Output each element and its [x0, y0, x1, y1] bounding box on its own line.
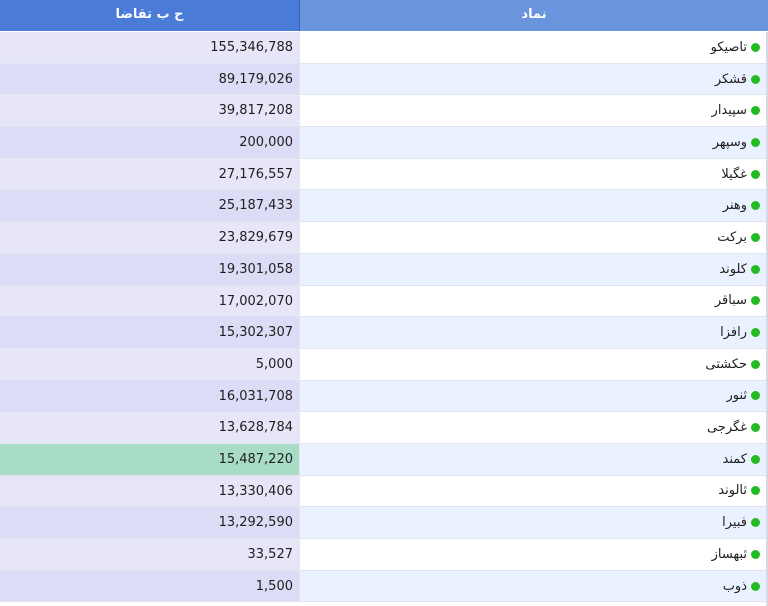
- green-dot-icon: [751, 137, 760, 147]
- symbol-cell[interactable]: تاصیکو: [300, 32, 768, 63]
- symbol-label: کمند: [722, 451, 747, 467]
- symbol-label: حکشتی: [705, 356, 747, 372]
- symbol-label: وهنر: [722, 198, 747, 214]
- symbol-label: برکت: [717, 229, 747, 245]
- table-row[interactable]: 13,628,784 غگرجی: [0, 412, 768, 444]
- demand-cell: 17,002,070: [0, 285, 300, 317]
- symbol-cell[interactable]: فبیرا: [300, 507, 768, 538]
- green-dot-icon: [751, 581, 760, 591]
- symbol-label: سپیدار: [711, 103, 747, 119]
- column-header-symbol[interactable]: نماد: [300, 0, 768, 31]
- green-dot-icon: [751, 42, 760, 52]
- symbol-cell[interactable]: کمند: [300, 443, 768, 475]
- table-row[interactable]: 155,346,788 تاصیکو: [0, 32, 768, 64]
- table-body: 155,346,788 تاصیکو 89,179,026 قشکر 39,817,20…: [0, 32, 768, 603]
- table-header: ح ب تقاضا نماد: [0, 0, 768, 32]
- demand-cell: 27,176,557: [0, 158, 300, 190]
- symbol-label: غگیلا: [721, 166, 747, 182]
- symbol-label: تاصیکو: [710, 39, 747, 55]
- demand-cell: 13,628,784: [0, 412, 300, 443]
- demand-cell: 23,829,679: [0, 222, 300, 253]
- demand-cell: 13,292,590: [0, 507, 300, 538]
- demand-cell: 15,302,307: [0, 317, 300, 348]
- green-dot-icon: [751, 359, 760, 369]
- symbol-cell[interactable]: ثنور: [300, 380, 768, 412]
- green-dot-icon: [751, 74, 760, 84]
- green-dot-icon: [751, 106, 760, 116]
- table-row[interactable]: 23,829,679 برکت: [0, 222, 768, 254]
- table-row[interactable]: 89,179,026 قشکر: [0, 63, 768, 96]
- symbol-cell[interactable]: ثبهساز: [300, 539, 768, 570]
- symbol-cell[interactable]: غگیلا: [300, 158, 768, 190]
- table-row[interactable]: 16,031,708 ثنور: [0, 380, 768, 413]
- symbol-label: سباقر: [714, 293, 747, 309]
- symbol-cell[interactable]: ثالوند: [300, 475, 768, 507]
- green-dot-icon: [751, 518, 760, 528]
- green-dot-icon: [751, 423, 760, 433]
- symbol-cell[interactable]: وسپهر: [300, 127, 768, 158]
- symbol-label: ثبهساز: [711, 546, 747, 562]
- symbol-cell[interactable]: برکت: [300, 222, 768, 253]
- symbol-label: وسپهر: [712, 134, 747, 150]
- symbol-cell[interactable]: کلوند: [300, 253, 768, 285]
- green-dot-icon: [751, 328, 760, 338]
- demand-cell: 25,187,433: [0, 190, 300, 222]
- table-row[interactable]: 5,000 حکشتی: [0, 348, 768, 381]
- symbol-cell[interactable]: قشکر: [300, 63, 768, 95]
- green-dot-icon: [751, 454, 760, 464]
- demand-cell: 89,179,026: [0, 63, 300, 95]
- symbol-cell[interactable]: غگرجی: [300, 412, 768, 443]
- demand-cell: 1,500: [0, 570, 300, 602]
- green-dot-icon: [751, 201, 760, 211]
- symbol-cell[interactable]: رافزا: [300, 317, 768, 348]
- green-dot-icon: [751, 264, 760, 274]
- symbol-label: ثنور: [726, 388, 747, 404]
- table-row[interactable]: 19,301,058 کلوند: [0, 253, 768, 286]
- table-row[interactable]: 17,002,070 سباقر: [0, 285, 768, 318]
- green-dot-icon: [751, 296, 760, 306]
- table-row[interactable]: 25,187,433 وهنر: [0, 190, 768, 223]
- green-dot-icon: [751, 391, 760, 401]
- column-header-demand[interactable]: ح ب تقاضا: [0, 0, 300, 31]
- table-row[interactable]: 33,527 ثبهساز: [0, 539, 768, 571]
- demand-cell: 155,346,788: [0, 32, 300, 63]
- symbol-label: ذوب: [722, 578, 747, 594]
- scrollbar-track[interactable]: [766, 32, 768, 606]
- demand-cell: 39,817,208: [0, 95, 300, 127]
- symbol-label: فبیرا: [722, 515, 747, 531]
- table-row[interactable]: 27,176,557 غگیلا: [0, 158, 768, 191]
- table-row[interactable]: 200,000 وسپهر: [0, 127, 768, 159]
- symbol-label: کلوند: [719, 261, 747, 277]
- demand-cell: 33,527: [0, 539, 300, 570]
- symbol-label: غگرجی: [706, 420, 747, 436]
- demand-cell: 15,487,220: [0, 443, 300, 475]
- table-row[interactable]: 1,500 ذوب: [0, 570, 768, 603]
- symbol-label: قشکر: [714, 71, 747, 87]
- symbol-cell[interactable]: سپیدار: [300, 95, 768, 127]
- symbol-cell[interactable]: حکشتی: [300, 348, 768, 380]
- demand-cell: 13,330,406: [0, 475, 300, 507]
- green-dot-icon: [751, 549, 760, 559]
- symbol-label: رافزا: [720, 325, 747, 341]
- table-row[interactable]: 15,487,220 کمند: [0, 443, 768, 476]
- green-dot-icon: [751, 169, 760, 179]
- green-dot-icon: [751, 232, 760, 242]
- symbol-label: ثالوند: [718, 483, 747, 499]
- green-dot-icon: [751, 486, 760, 496]
- table-row[interactable]: 13,330,406 ثالوند: [0, 475, 768, 508]
- symbol-cell[interactable]: وهنر: [300, 190, 768, 222]
- demand-cell: 19,301,058: [0, 253, 300, 285]
- table-row[interactable]: 39,817,208 سپیدار: [0, 95, 768, 128]
- symbol-cell[interactable]: سباقر: [300, 285, 768, 317]
- demand-cell: 200,000: [0, 127, 300, 158]
- table-row[interactable]: 13,292,590 فبیرا: [0, 507, 768, 539]
- demand-cell: 16,031,708: [0, 380, 300, 412]
- demand-cell: 5,000: [0, 348, 300, 380]
- symbol-cell[interactable]: ذوب: [300, 570, 768, 602]
- table-row[interactable]: 15,302,307 رافزا: [0, 317, 768, 349]
